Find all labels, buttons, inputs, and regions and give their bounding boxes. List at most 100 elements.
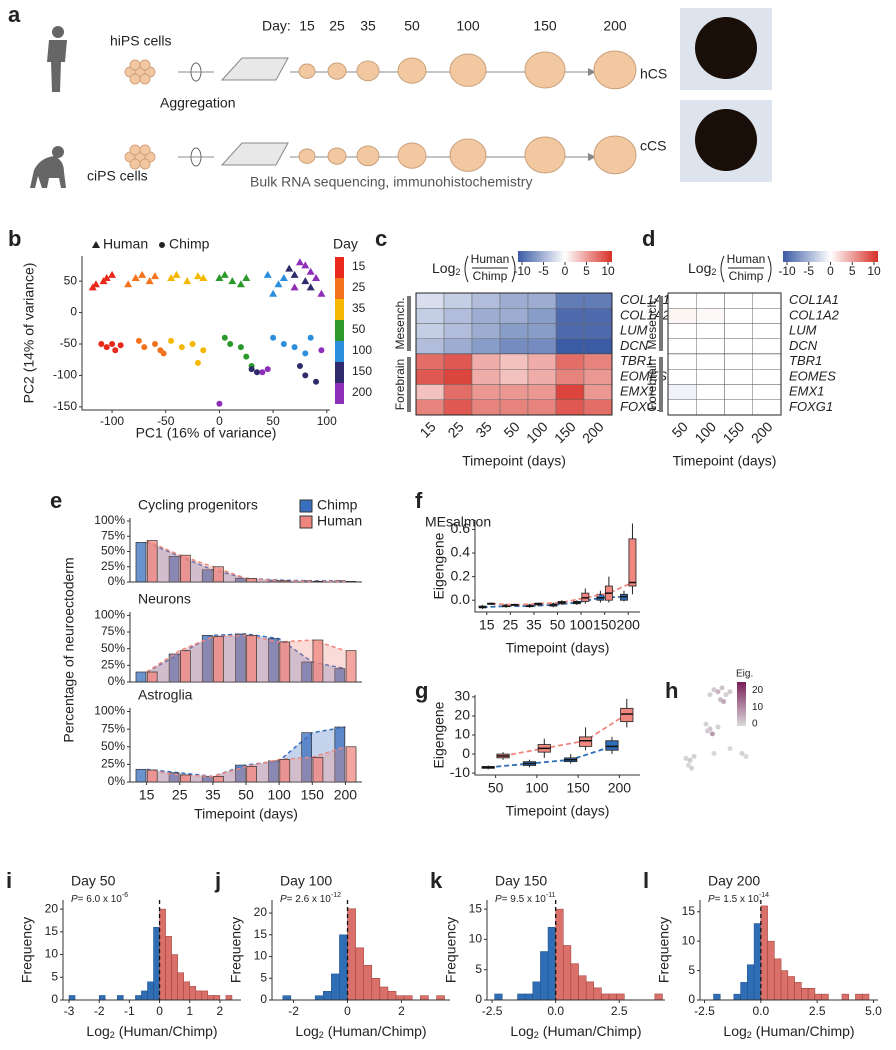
point-chimp: [259, 369, 266, 376]
bar: [168, 556, 180, 583]
heat-cell: [667, 369, 697, 385]
colorbar-tick-label: -5: [803, 264, 814, 278]
paren: [464, 255, 469, 283]
legend-label: Chimp: [169, 236, 210, 252]
x-tick-label: 150: [551, 418, 579, 446]
heat-cell: [527, 369, 557, 385]
panel-title: Cycling progenitors: [138, 497, 258, 513]
log-base: 2: [455, 267, 460, 277]
cell-point: [723, 692, 729, 698]
point-chimp: [168, 337, 175, 344]
histogram-bar: [547, 927, 556, 1001]
histogram-bar: [807, 987, 816, 1001]
axis-line: [474, 520, 640, 613]
histogram-bar: [774, 958, 782, 1001]
box: [620, 707, 634, 723]
y-axis-label: Frequency: [19, 917, 35, 983]
point-chimp: [103, 344, 110, 351]
result-label: hCS: [640, 66, 667, 82]
heat-cell: [555, 323, 585, 339]
cell: [139, 73, 151, 85]
bar: [334, 668, 346, 683]
arrow-head: [588, 68, 596, 76]
bar: [312, 756, 324, 783]
y-tick-label: 100%: [94, 513, 125, 527]
histogram-bar: [183, 981, 190, 1001]
trend-line: [146, 746, 346, 778]
heat-cell: [471, 369, 501, 385]
histogram-bar: [740, 982, 748, 1001]
day-value: 150: [533, 18, 557, 34]
log-base: 2: [747, 1030, 752, 1040]
x-tick-label: 0: [344, 1004, 351, 1018]
x-tick-label: 15: [139, 787, 155, 803]
y-tick-label: 5: [260, 970, 267, 984]
fraction-numerator: Human: [727, 252, 766, 266]
heat-cell: [583, 292, 613, 309]
heat-cell: [471, 384, 501, 400]
point-chimp: [194, 359, 201, 366]
panel-label: j: [214, 868, 221, 893]
point-chimp: [221, 334, 228, 341]
histogram-bar: [159, 908, 166, 1001]
y-tick-label: 0: [51, 992, 58, 1006]
y-axis-label: Eigengene: [431, 532, 447, 599]
bar: [168, 653, 180, 683]
cell: [129, 144, 141, 156]
y-tick-label: 75%: [101, 721, 125, 735]
heat-cell: [527, 399, 557, 416]
cell-point: [709, 731, 715, 737]
heat-cell: [696, 323, 725, 339]
x-tick-label: -3: [64, 1004, 75, 1018]
p-symbol: P: [708, 894, 715, 905]
gene-label: LUM: [789, 323, 817, 338]
x-tick-label: 35: [526, 617, 542, 633]
heat-cell: [527, 308, 557, 324]
heat-cell: [752, 399, 782, 416]
organoid: [397, 142, 427, 169]
histogram-bar: [753, 923, 762, 1001]
histogram-bar: [225, 995, 233, 1001]
cell-point: [689, 765, 695, 771]
histogram-bar: [213, 995, 221, 1001]
area: [146, 634, 346, 682]
y-tick-label: 15: [45, 924, 59, 938]
heat-cell: [471, 323, 501, 339]
colorbar-label: Log2: [688, 260, 716, 278]
cell-point: [743, 753, 749, 759]
point-human: [242, 274, 251, 281]
bar: [312, 639, 324, 683]
heat-cell: [415, 323, 445, 339]
x-tick-label: -2: [94, 1004, 105, 1018]
heat-cell: [696, 369, 725, 385]
trend-line: [146, 633, 346, 673]
day-label: Day:: [262, 18, 291, 34]
y-axis-label: Frequency: [228, 917, 244, 983]
bar: [213, 566, 224, 583]
heat-cell: [471, 399, 501, 416]
heat-cell: [527, 338, 557, 355]
y-tick-label: 75%: [101, 528, 125, 542]
y-tick-label: -10: [450, 764, 470, 780]
heat-cell: [415, 399, 445, 416]
legend-label: 150: [352, 364, 372, 378]
histogram-bar: [532, 981, 541, 1001]
bar: [213, 636, 224, 683]
y-tick-label: -50: [60, 336, 78, 350]
heat-cell: [696, 292, 725, 309]
cell-point: [727, 746, 733, 752]
cell-point: [687, 757, 693, 763]
day-value: 50: [404, 18, 420, 34]
photo-organoid: [695, 109, 757, 171]
histogram-bar: [494, 993, 503, 1001]
heat-cell: [752, 369, 782, 385]
histogram-bar: [713, 993, 721, 1001]
heat-cell: [471, 338, 501, 355]
organoid: [356, 60, 380, 82]
legend-swatch: [335, 362, 344, 383]
x-tick-label: 25: [172, 787, 188, 803]
x-tick-label: 100: [267, 787, 291, 803]
histogram-bar: [601, 993, 610, 1001]
cell-point: [685, 762, 691, 768]
gene-label: TBR1: [789, 353, 822, 368]
